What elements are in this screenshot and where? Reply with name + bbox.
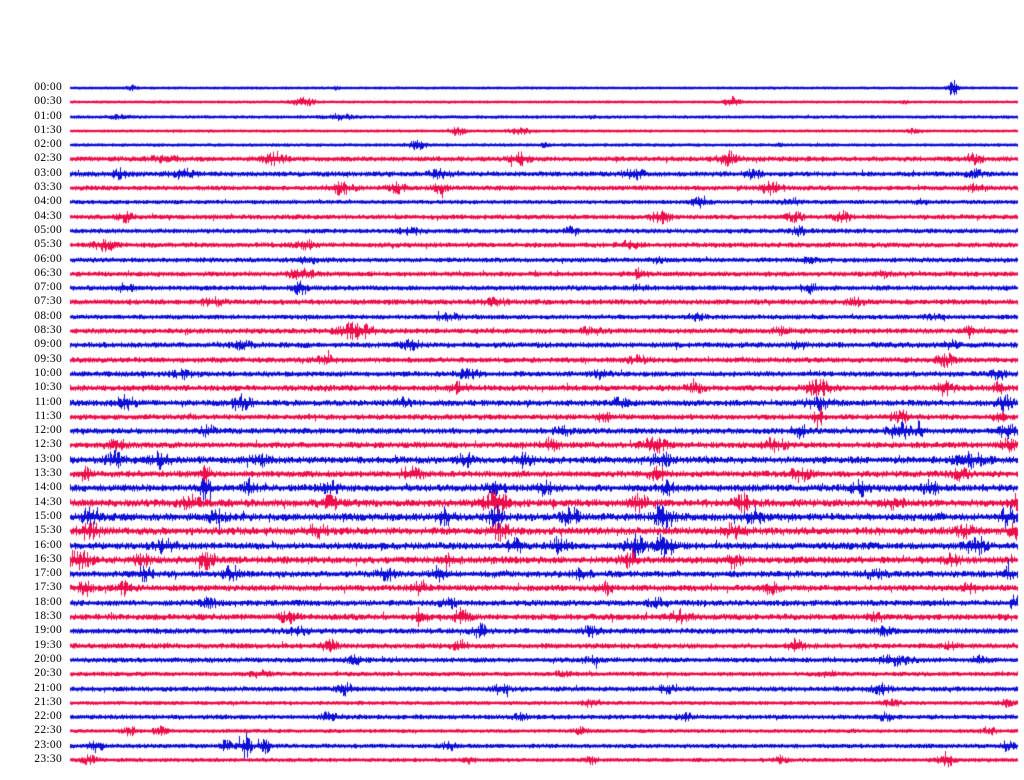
time-label: 09:00 (34, 338, 62, 351)
time-label: 09:30 (34, 352, 62, 365)
time-label: 20:30 (34, 667, 62, 680)
time-label: 10:00 (34, 366, 62, 379)
time-label: 12:00 (34, 424, 62, 437)
time-label: 05:00 (34, 223, 62, 236)
time-label: 23:00 (34, 738, 62, 751)
time-label: 01:00 (34, 109, 62, 122)
time-label: 01:30 (34, 123, 62, 136)
time-label: 06:00 (34, 252, 62, 265)
time-label: 03:30 (34, 181, 62, 194)
time-label: 14:00 (34, 481, 62, 494)
time-label: 03:00 (34, 166, 62, 179)
time-label: 23:30 (34, 753, 62, 765)
time-label: 21:30 (34, 695, 62, 708)
time-label: 17:30 (34, 581, 62, 594)
time-label: 05:30 (34, 238, 62, 251)
time-label: 22:30 (34, 724, 62, 737)
time-label: 19:00 (34, 624, 62, 637)
time-label: 08:00 (34, 309, 62, 322)
time-label: 14:30 (34, 495, 62, 508)
time-label: 02:00 (34, 138, 62, 151)
time-label: 19:30 (34, 638, 62, 651)
time-label: 04:30 (34, 209, 62, 222)
time-label: 07:00 (34, 281, 62, 294)
time-label: 16:00 (34, 538, 62, 551)
time-label: 15:30 (34, 524, 62, 537)
time-label: 13:00 (34, 452, 62, 465)
time-label: 15:00 (34, 509, 62, 522)
time-label: 18:00 (34, 595, 62, 608)
time-label: 22:00 (34, 710, 62, 723)
time-label: 18:30 (34, 610, 62, 623)
time-label: 16:30 (34, 552, 62, 565)
time-label: 00:00 (34, 81, 62, 93)
time-label: 04:00 (34, 195, 62, 208)
time-label: 13:30 (34, 467, 62, 480)
time-label: 06:30 (34, 266, 62, 279)
time-label: 12:30 (34, 438, 62, 451)
time-label: 11:30 (34, 409, 62, 422)
time-label: 08:30 (34, 324, 62, 337)
time-label: 20:00 (34, 652, 62, 665)
time-label: 10:30 (34, 381, 62, 394)
time-label: 07:30 (34, 295, 62, 308)
time-label: 17:00 (34, 567, 62, 580)
time-label: 11:00 (34, 395, 62, 408)
time-label: 00:30 (34, 95, 62, 108)
time-label: 21:00 (34, 681, 62, 694)
time-label: 02:30 (34, 152, 62, 165)
